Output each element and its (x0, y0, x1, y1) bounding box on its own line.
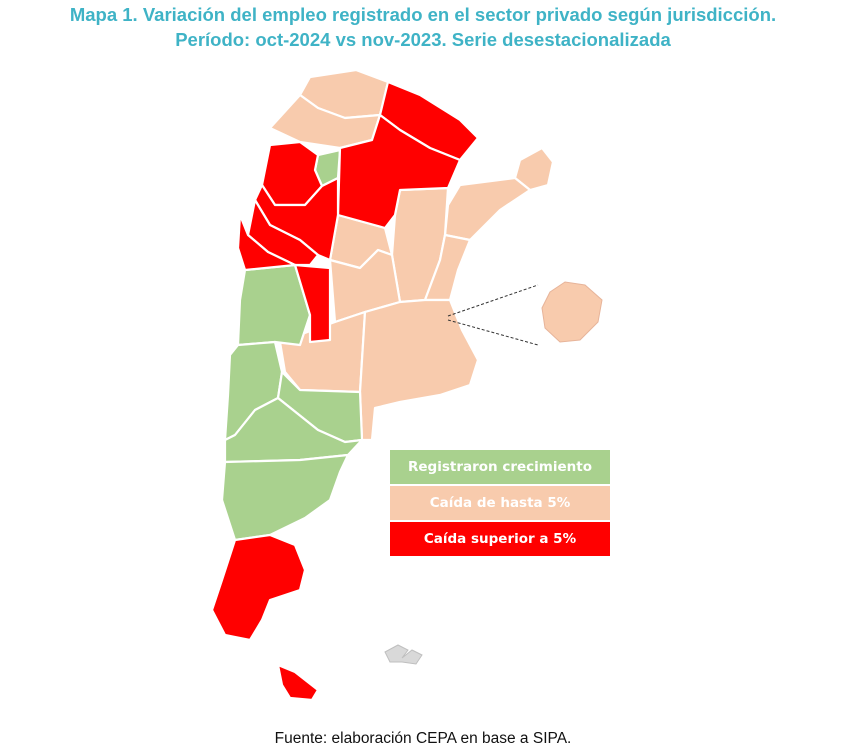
province-buenos-aires (358, 298, 480, 442)
legend-item-fall-over-5: Caída superior a 5% (390, 522, 610, 556)
map-title: Mapa 1. Variación del empleo registrado … (0, 2, 846, 52)
province-corrientes (443, 176, 532, 242)
province-chubut (220, 453, 350, 542)
inset-caba (541, 281, 603, 343)
inset-connector-top (447, 284, 539, 317)
malvinas-islands (384, 644, 423, 665)
legend-item-fall-under-5: Caída de hasta 5% (390, 486, 610, 520)
province-tierra-del-fuego (276, 663, 320, 702)
province-san-luis-west (293, 263, 332, 344)
source-note: Fuente: elaboración CEPA en base a SIPA. (274, 730, 572, 747)
inset-connector-bottom (447, 319, 539, 346)
legend-item-growth: Registraron crecimiento (390, 450, 610, 484)
map-title-line1: Mapa 1. Variación del empleo registrado … (69, 4, 777, 25)
map-title-line2: Período: oct-2024 vs nov-2023. Serie des… (175, 29, 671, 50)
province-santa-cruz (210, 533, 307, 642)
map-legend: Registraron crecimiento Caída de hasta 5… (390, 450, 610, 558)
